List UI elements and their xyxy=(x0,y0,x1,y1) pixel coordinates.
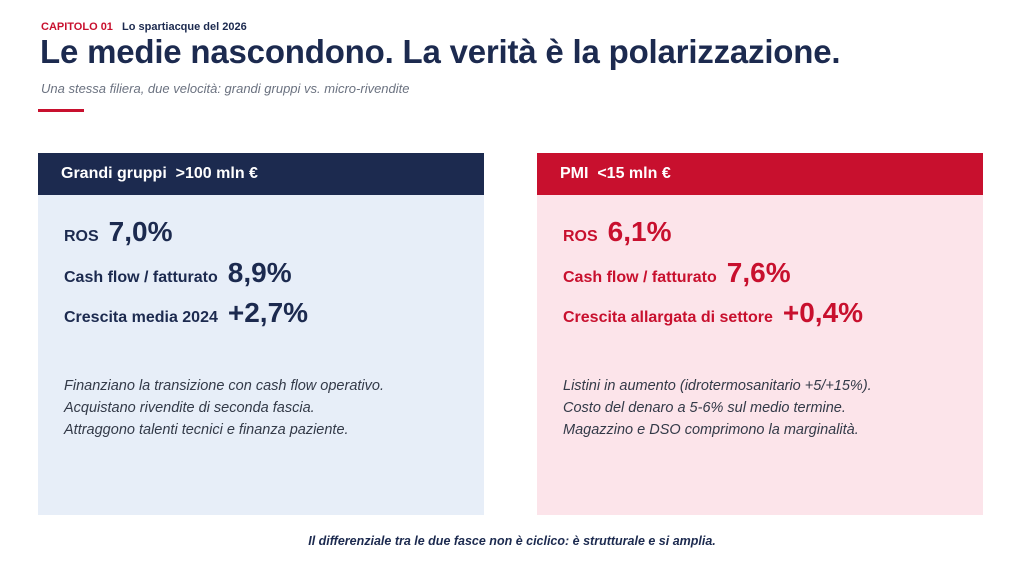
metric-value: 6,1% xyxy=(607,216,672,247)
note-line: Magazzino e DSO comprimono la marginalit… xyxy=(563,422,859,438)
metric-label: ROS xyxy=(64,228,99,245)
accent-divider xyxy=(38,109,84,112)
metric-ros: ROS 7,0% xyxy=(64,216,173,248)
note-line: Acquistano rivendite di seconda fascia. xyxy=(64,400,315,416)
metric-value: +0,4% xyxy=(782,297,864,328)
metric-value: 7,0% xyxy=(108,216,173,247)
metric-growth: Crescita allargata di settore +0,4% xyxy=(563,297,863,329)
metric-value: 8,9% xyxy=(227,257,292,288)
metric-ros: ROS 6,1% xyxy=(563,216,672,248)
metric-label: ROS xyxy=(563,228,598,245)
chapter-label: CAPITOLO 01 xyxy=(41,21,113,33)
chapter-subtitle: Lo spartiacque del 2026 xyxy=(122,21,247,33)
note-line: Attraggono talenti tecnici e finanza paz… xyxy=(64,422,349,438)
metric-cash-flow: Cash flow / fatturato 7,6% xyxy=(563,257,791,289)
chapter-kicker: CAPITOLO 01 Lo spartiacque del 2026 xyxy=(41,21,247,33)
large-groups-card: Grandi gruppi >100 mln € ROS 7,0% Cash f… xyxy=(38,153,484,515)
metric-label: Cash flow / fatturato xyxy=(64,269,218,286)
metric-label: Cash flow / fatturato xyxy=(563,269,717,286)
note-line: Listini in aumento (idrotermosanitario +… xyxy=(563,378,872,394)
card-heading: PMI <15 mln € xyxy=(537,153,983,195)
page-title: Le medie nascondono. La verità è la pola… xyxy=(40,33,841,70)
page-subtitle: Una stessa filiera, due velocità: grandi… xyxy=(41,81,410,96)
metric-cash-flow: Cash flow / fatturato 8,9% xyxy=(64,257,292,289)
metric-value: 7,6% xyxy=(726,257,791,288)
note-line: Finanziano la transizione con cash flow … xyxy=(64,378,384,394)
footer-statement: Il differenziale tra le due fasce non è … xyxy=(308,534,716,548)
metric-label: Crescita media 2024 xyxy=(64,309,218,326)
metric-label: Crescita allargata di settore xyxy=(563,309,773,326)
note-line: Costo del denaro a 5-6% sul medio termin… xyxy=(563,400,846,416)
metric-growth: Crescita media 2024 +2,7% xyxy=(64,297,308,329)
card-notes: Finanziano la transizione con cash flow … xyxy=(64,375,384,441)
metric-value: +2,7% xyxy=(227,297,309,328)
card-heading: Grandi gruppi >100 mln € xyxy=(38,153,484,195)
sme-card: PMI <15 mln € ROS 6,1% Cash flow / fattu… xyxy=(537,153,983,515)
card-notes: Listini in aumento (idrotermosanitario +… xyxy=(563,375,872,441)
